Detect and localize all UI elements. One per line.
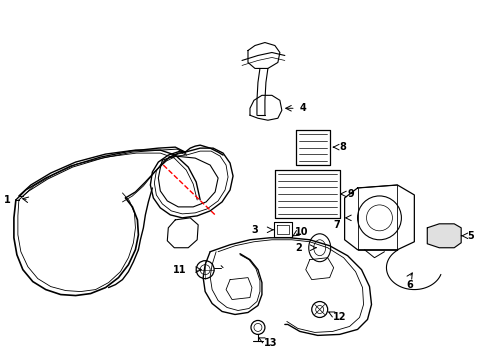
Polygon shape [427,224,461,248]
Text: 13: 13 [264,338,277,348]
Text: 7: 7 [333,220,340,230]
Text: 3: 3 [251,225,258,235]
Text: 6: 6 [406,280,413,289]
Text: 9: 9 [347,189,354,199]
Text: 2: 2 [295,243,302,253]
Text: 5: 5 [467,231,474,241]
Text: 10: 10 [295,227,308,237]
Text: 4: 4 [300,103,307,113]
Text: 11: 11 [173,265,186,275]
Text: 12: 12 [333,312,346,323]
Text: 1: 1 [4,195,11,205]
Text: 8: 8 [340,142,346,152]
